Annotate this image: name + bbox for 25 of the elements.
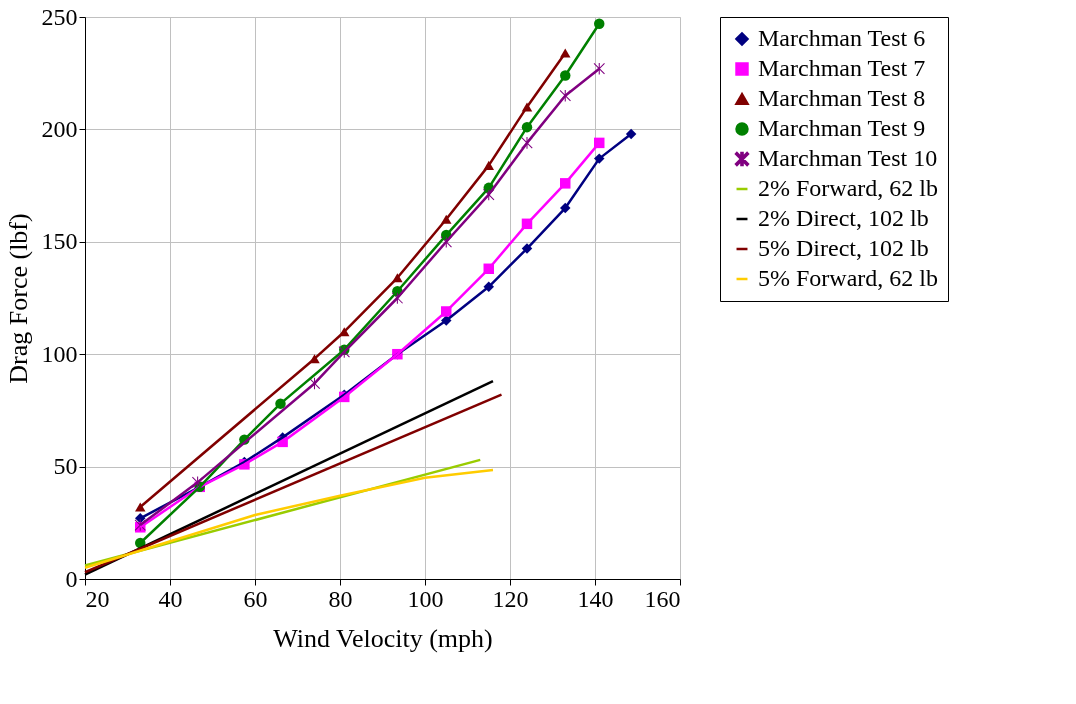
y-tick-label: 200 [41, 115, 78, 142]
legend-label: Marchman Test 10 [758, 145, 938, 171]
y-tick-label: 250 [41, 3, 78, 30]
x-tick-label: 20 [85, 585, 110, 612]
legend-label: Marchman Test 7 [758, 55, 926, 81]
legend-label: Marchman Test 9 [758, 115, 926, 141]
legend-label: 2% Direct, 102 lb [758, 205, 929, 231]
legend-label: 5% Direct, 102 lb [758, 235, 929, 261]
x-tick-label: 140 [577, 585, 614, 612]
x-tick-label: 80 [328, 585, 353, 612]
x-tick-label: 160 [644, 585, 681, 612]
legend-label: Marchman Test 8 [758, 85, 926, 111]
legend-label: 5% Forward, 62 lb [758, 265, 938, 291]
y-tick-label: 100 [41, 340, 78, 367]
x-tick-label: 120 [492, 585, 529, 612]
x-tick-label: 100 [407, 585, 444, 612]
x-axis-title: Wind Velocity (mph) [273, 623, 493, 653]
y-tick-label: 0 [65, 565, 78, 592]
y-tick-label: 150 [41, 228, 78, 255]
legend-label: 2% Forward, 62 lb [758, 175, 938, 201]
y-tick-label: 50 [53, 453, 78, 480]
legend-label: Marchman Test 6 [758, 25, 926, 51]
x-tick-label: 40 [158, 585, 183, 612]
x-tick-label: 60 [243, 585, 268, 612]
y-axis-title: Drag Force (lbf) [3, 213, 33, 384]
